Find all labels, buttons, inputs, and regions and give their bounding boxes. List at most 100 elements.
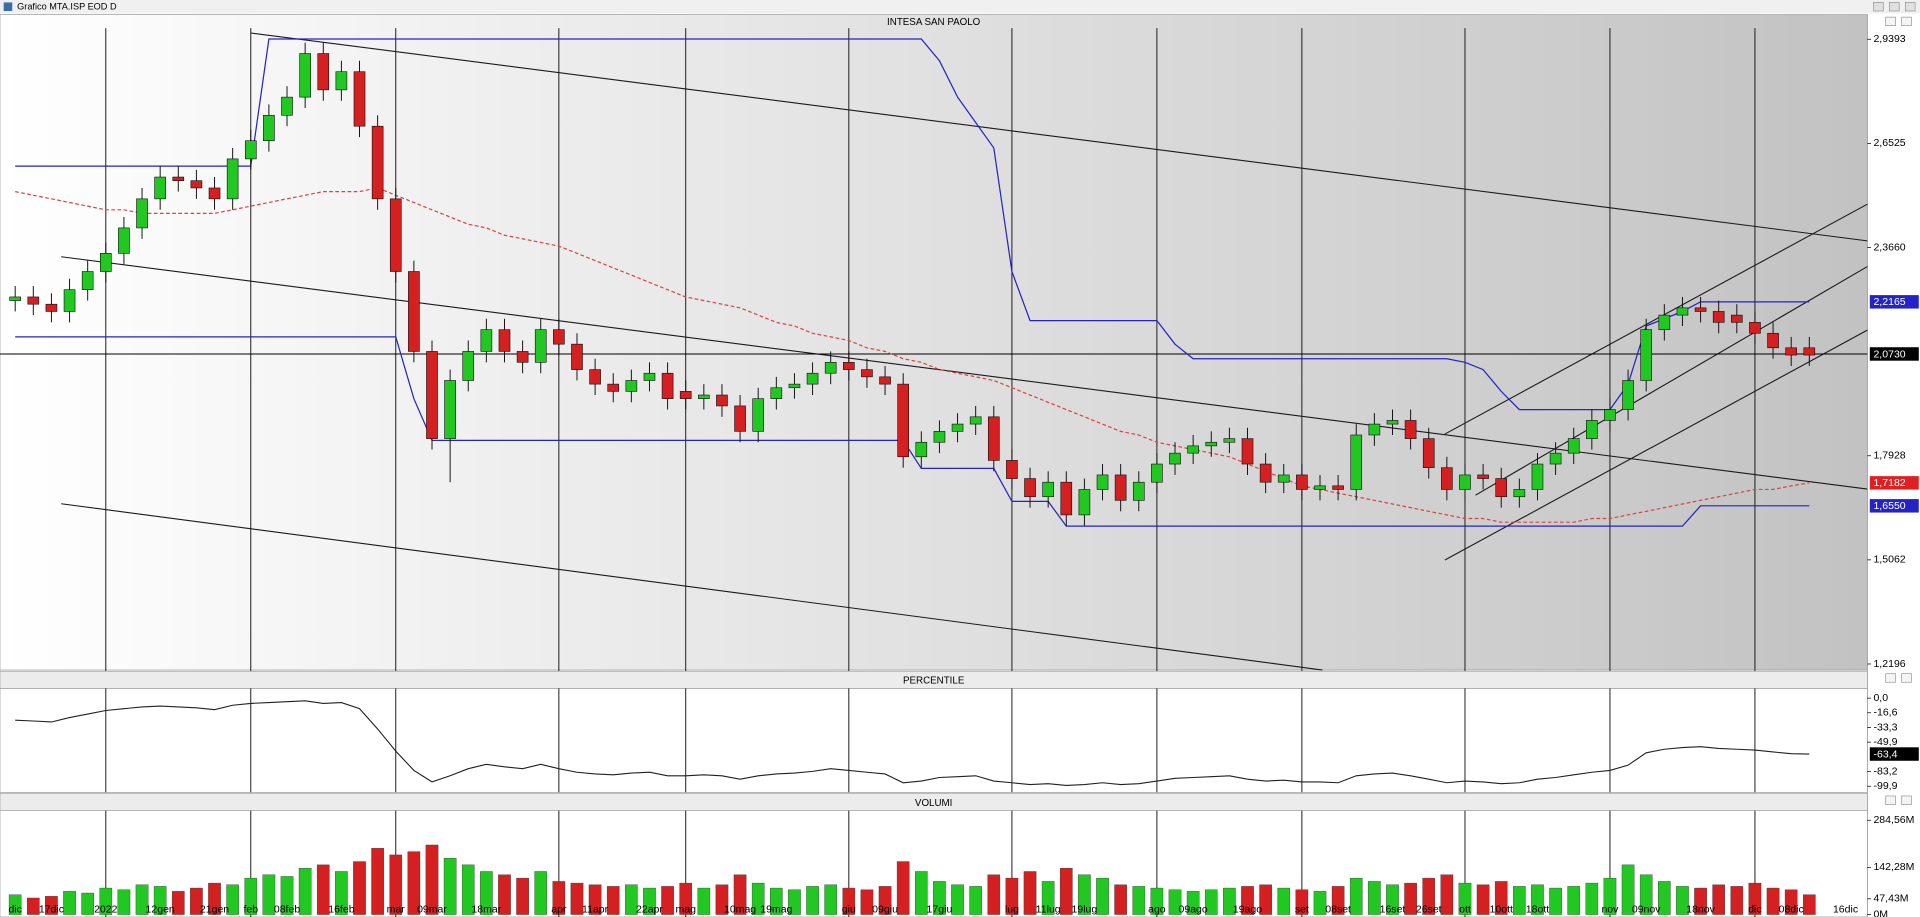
trendlines <box>61 32 1868 671</box>
candle-body <box>1767 332 1779 349</box>
candle-body <box>643 372 656 381</box>
volume-bar <box>1114 884 1127 915</box>
x-tick-label: dic <box>1748 903 1761 915</box>
candle-body <box>1441 467 1453 490</box>
x-tick-label: mag <box>675 903 696 915</box>
x-tick-label: 12gen <box>146 903 175 915</box>
volume-bar <box>788 889 801 915</box>
volume-bar <box>697 887 711 915</box>
data-layer <box>0 38 1868 915</box>
candle-body <box>1332 485 1344 490</box>
minimize-button[interactable] <box>1873 2 1884 12</box>
candle-body <box>607 383 620 392</box>
volume-bar <box>679 882 693 915</box>
volume-bar <box>1368 881 1381 915</box>
y-tick-label: 0,0 <box>1873 692 1888 704</box>
volume-bar <box>1059 867 1073 915</box>
candle-body <box>716 394 728 407</box>
pane-button[interactable] <box>1901 673 1912 683</box>
candle-body <box>788 383 801 389</box>
candle-body <box>824 362 837 374</box>
volume-bar <box>534 871 548 915</box>
volume-bar <box>1277 887 1291 915</box>
volume-bar <box>896 861 910 915</box>
volume-bar <box>933 881 946 915</box>
candle-body <box>389 198 402 272</box>
x-tick-label: 19ago <box>1233 903 1262 915</box>
candle-body <box>661 372 674 399</box>
x-tick-label: 16set <box>1380 903 1406 915</box>
candle-body <box>1006 460 1018 479</box>
volume-bar <box>1603 877 1617 915</box>
candle-body <box>226 158 239 200</box>
candle-body <box>27 296 40 305</box>
pane-button[interactable] <box>1885 795 1896 805</box>
candle-body <box>154 176 166 200</box>
y-tick-label: -99,9 <box>1873 780 1897 792</box>
x-tick-label: 10mag <box>724 903 756 915</box>
volume-bar <box>1621 864 1635 915</box>
trendline <box>1444 203 1868 435</box>
candle-body <box>1676 307 1689 316</box>
pane-header <box>0 793 1868 811</box>
volume-bar <box>1186 891 1200 915</box>
volume-bar <box>1404 882 1417 915</box>
y-tick-label: 47,43M <box>1873 893 1908 905</box>
x-tick-label: 08set <box>1325 903 1351 915</box>
candle-body <box>1422 438 1435 468</box>
volume-bar <box>117 889 131 915</box>
price-pane <box>0 14 1868 671</box>
volume-bar <box>461 864 475 915</box>
volume-bar <box>1712 884 1725 915</box>
y-tick-label: 1,5062 <box>1873 554 1905 566</box>
x-tick-label: 21gen <box>200 903 229 915</box>
volume-bar <box>570 882 584 915</box>
percentile-line <box>15 700 1810 786</box>
pane-button[interactable] <box>1885 16 1896 26</box>
volume-bar <box>1023 871 1037 915</box>
candle-body <box>1314 485 1326 490</box>
y-tick-label: -49,9 <box>1873 736 1897 748</box>
close-button[interactable] <box>1905 2 1916 12</box>
label-layer: Grafico MTA.ISP EOD D INTESA SAN PAOLO 2,… <box>8 2 1919 917</box>
volume-bar <box>1458 882 1472 915</box>
candle-body <box>1495 478 1508 498</box>
volume-bar <box>1513 886 1526 915</box>
volume-bar <box>516 877 529 915</box>
candle-body <box>571 343 583 370</box>
candle-body <box>1223 438 1236 443</box>
candle-body <box>843 362 855 370</box>
volume-bar <box>1766 887 1780 915</box>
candle-body <box>1114 474 1127 501</box>
candle-body <box>1241 438 1254 465</box>
candle-body <box>263 114 275 142</box>
maximize-button[interactable] <box>1889 2 1900 12</box>
volume-bar <box>1658 881 1671 915</box>
volume-bar <box>1567 886 1581 915</box>
volume-bar <box>208 882 221 915</box>
volume-bar <box>1041 881 1055 915</box>
x-tick-label: 17giu <box>927 903 953 915</box>
candle-body <box>45 303 58 312</box>
trendline <box>1444 329 1868 561</box>
percentile-pane <box>0 688 1868 793</box>
pane-button[interactable] <box>1901 795 1912 805</box>
pane-button[interactable] <box>1901 16 1912 26</box>
x-tick-label: dic <box>8 903 21 915</box>
value-marker <box>1869 476 1919 490</box>
volume-bar <box>153 886 167 915</box>
volume-bar <box>1313 891 1327 915</box>
x-tick-label: 09giu <box>872 903 898 915</box>
volume-bar <box>715 884 729 915</box>
value-marker-label: 2,0730 <box>1873 348 1905 360</box>
volume-bar <box>27 897 40 915</box>
pane-button[interactable] <box>1885 673 1896 683</box>
volume-bar <box>280 876 294 915</box>
volume-bar <box>335 871 348 915</box>
y-tick-label: 284,56M <box>1873 814 1914 826</box>
volume-bar <box>63 891 76 915</box>
candle-body <box>1368 423 1381 436</box>
candle-body <box>553 329 565 345</box>
volume-bar <box>1476 884 1490 915</box>
